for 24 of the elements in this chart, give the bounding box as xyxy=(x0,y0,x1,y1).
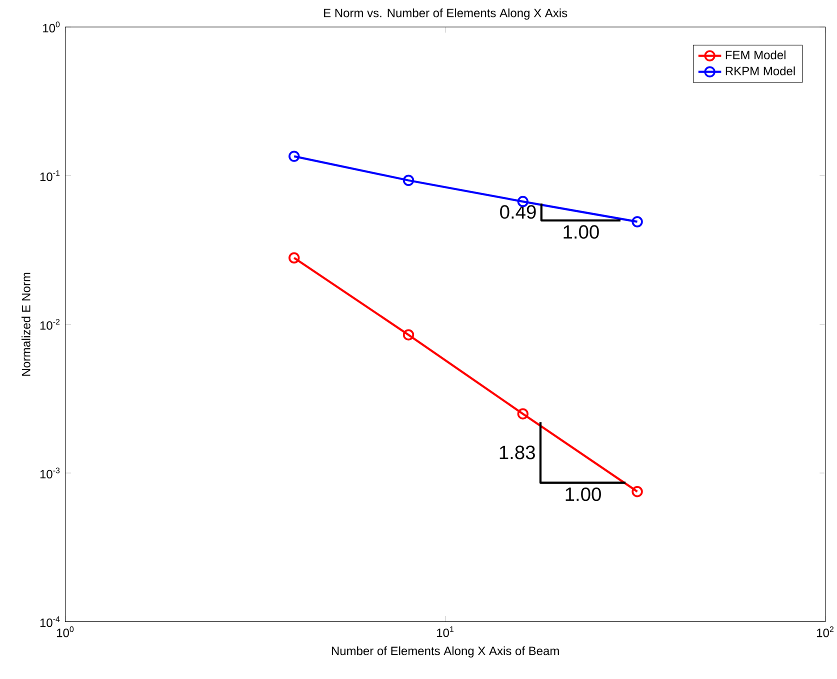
y-tick-label: 10$^{0}$ xyxy=(43,22,60,32)
annotation: 0.49 xyxy=(500,205,536,219)
x-axis-title: Number of Elements Along X Axis of Beam xyxy=(332,646,559,658)
point xyxy=(402,174,414,186)
point xyxy=(288,150,300,162)
point xyxy=(288,252,300,264)
x-tick-label: 10$^{2}$ xyxy=(817,626,834,638)
annotation: 1.00 xyxy=(566,487,601,502)
point xyxy=(632,486,643,498)
point xyxy=(517,408,528,420)
y-tick-label: 10$^{-4}$ xyxy=(40,616,60,628)
chart-title: E Norm vs. Number of Elements Along X Axis xyxy=(324,8,568,20)
annotation: 1.83 xyxy=(500,446,535,460)
y-tick-label: 10$^{-2}$ xyxy=(40,318,60,330)
y-tick-label: 10$^{-1}$ xyxy=(40,170,60,182)
x-tick-label: 10$^{1}$ xyxy=(437,626,454,638)
legend-label: FEM Model xyxy=(726,50,786,60)
point xyxy=(402,329,414,340)
y-tick-label: 10$^{-3}$ xyxy=(40,468,60,478)
point xyxy=(632,216,643,228)
annotation: 1.00 xyxy=(564,225,599,239)
legend-label: RKPM Model xyxy=(726,66,795,76)
y-axis-title: Normalized E Norm xyxy=(22,272,30,376)
x-tick-label: 10$^{0}$ xyxy=(57,626,74,638)
